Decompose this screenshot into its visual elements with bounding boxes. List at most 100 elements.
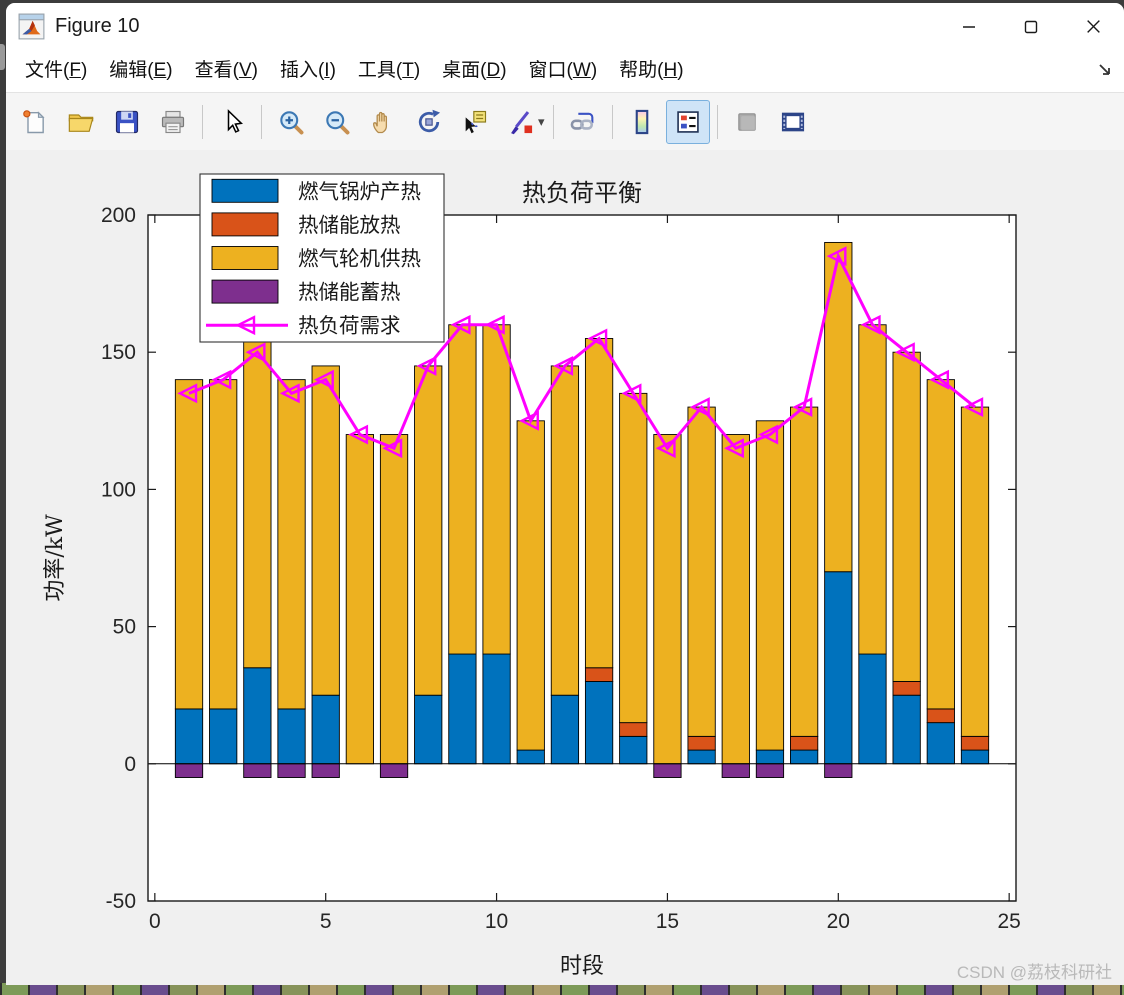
brush-icon: [511, 110, 533, 134]
legend-swatch-storage-charge: [211, 279, 279, 304]
pan-tool-button[interactable]: [361, 100, 405, 144]
dock-arrow-icon[interactable]: [1096, 61, 1114, 79]
pointer-tool-button[interactable]: [210, 100, 254, 144]
menu-item-1[interactable]: 文件(F): [25, 60, 88, 81]
bar-boiler-h13: [584, 681, 614, 765]
x-tick-label: 20: [827, 910, 850, 933]
legend-label-storage-discharge: 热储能放热: [298, 213, 401, 237]
link-plots-button[interactable]: [561, 100, 605, 144]
demand-marker-h19: [792, 397, 813, 418]
open-folder-icon: [68, 113, 94, 132]
data-cursor-tool-button[interactable]: [453, 100, 497, 144]
demand-marker-h13: [587, 328, 608, 349]
rotate-3d-tool-button[interactable]: [407, 100, 451, 144]
demand-marker-h22: [894, 342, 915, 363]
bar-storage-charge-h15: [653, 763, 682, 778]
colorbar-icon: [635, 109, 648, 134]
bar-boiler-h8: [414, 694, 443, 765]
bar-turbine-h6: [345, 434, 374, 765]
bar-storage-discharge-h23: [926, 708, 955, 724]
menu-item-3[interactable]: 查看(V): [194, 60, 258, 81]
toolbar-separator: [611, 104, 613, 139]
data-cursor-icon: [465, 110, 487, 133]
demand-marker-h4: [279, 383, 300, 404]
bar-boiler-h3: [243, 667, 272, 765]
menu-item-4[interactable]: 插入(I): [279, 60, 336, 81]
x-tick-label: 0: [149, 910, 161, 933]
axes-box: [147, 214, 1017, 902]
figure-canvas[interactable]: 0 5 10 15 20 25 -50 0 50 100 150 200 热负荷平衡 时段 功率/kW 燃气锅…: [6, 150, 1124, 985]
zoom-out-tool-button[interactable]: [315, 100, 359, 144]
bar-turbine-h13: [584, 338, 614, 669]
zoom-in-icon: [280, 110, 304, 134]
y-tick-label: 0: [124, 753, 136, 776]
menu-item-6[interactable]: 桌面(D): [442, 60, 507, 81]
y-tick-label: 200: [101, 204, 136, 227]
minimize-button[interactable]: [938, 3, 1000, 50]
demand-marker-h6: [348, 424, 369, 445]
demand-marker-h2: [211, 369, 232, 390]
brush-dropdown-caret[interactable]: ▾: [538, 113, 545, 129]
demand-marker-h21: [860, 314, 881, 335]
brush-data-tool-button[interactable]: [499, 100, 543, 144]
bar-turbine-h15: [653, 434, 682, 765]
demand-marker-h3: [245, 342, 266, 363]
chart-title: 热负荷平衡: [522, 179, 642, 207]
minimize-icon: [963, 25, 975, 28]
menu-item-7[interactable]: 窗口(W): [528, 60, 598, 81]
legend-icon: [676, 110, 699, 133]
menu-item-8[interactable]: 帮助(H): [619, 60, 684, 81]
menu-item-2[interactable]: 编辑(E): [109, 60, 173, 81]
x-tick-label: 5: [320, 910, 332, 933]
toolbar: ▾: [6, 93, 1124, 151]
y-tick-label: 150: [101, 341, 136, 364]
bar-boiler-h23: [926, 722, 955, 765]
demand-marker-h20: [826, 246, 847, 267]
toolbar-separator: [261, 104, 262, 139]
legend-label-boiler: 燃气锅炉产热: [298, 179, 421, 203]
bar-boiler-h22: [892, 694, 921, 765]
x-tick-label: 15: [656, 910, 679, 933]
save-figure-button[interactable]: [105, 100, 149, 144]
bar-boiler-h1: [174, 708, 204, 765]
bar-turbine-h5: [311, 365, 340, 696]
close-button[interactable]: [1062, 3, 1124, 50]
insert-colorbar-button[interactable]: [620, 100, 664, 144]
demand-marker-h12: [553, 355, 574, 376]
new-figure-button[interactable]: [13, 100, 57, 144]
demand-marker-h10: [484, 314, 505, 335]
zoom-out-icon: [326, 110, 350, 134]
bar-turbine-h10: [482, 324, 511, 655]
bar-boiler-h9: [448, 653, 477, 765]
rotate-3d-icon: [418, 109, 441, 132]
demand-marker-h14: [621, 383, 642, 404]
menu-item-5[interactable]: 工具(T): [357, 60, 421, 81]
demand-marker-h1: [177, 383, 198, 404]
zoom-in-tool-button[interactable]: [269, 100, 313, 144]
bar-boiler-h5: [311, 694, 340, 765]
maximize-button[interactable]: [1000, 3, 1062, 50]
bar-turbine-h3: [243, 338, 272, 669]
bar-turbine-h21: [858, 324, 887, 655]
dock-figure-button[interactable]: [771, 100, 815, 144]
bar-storage-charge-h20: [824, 763, 853, 778]
legend-swatch-boiler: [211, 178, 279, 203]
open-file-button[interactable]: [59, 100, 103, 144]
legend-label-storage-charge: 热储能蓄热: [298, 280, 401, 304]
x-tick-label: 10: [485, 910, 508, 933]
print-figure-button[interactable]: [151, 100, 195, 144]
bar-storage-charge-h18: [755, 763, 785, 778]
bar-turbine-h23: [926, 379, 955, 710]
save-floppy-icon: [115, 110, 139, 133]
insert-legend-button[interactable]: [665, 99, 710, 144]
bar-turbine-h22: [892, 351, 921, 682]
watermark: CSDN @荔枝科研社: [956, 963, 1112, 982]
bar-turbine-h14: [619, 392, 648, 724]
demand-marker-h7: [382, 438, 403, 459]
demand-marker-h23: [929, 369, 950, 390]
title-bar: Figure 10: [6, 3, 1124, 50]
legend-swatch-turbine: [211, 246, 279, 270]
arrow-cursor-icon: [227, 108, 243, 133]
